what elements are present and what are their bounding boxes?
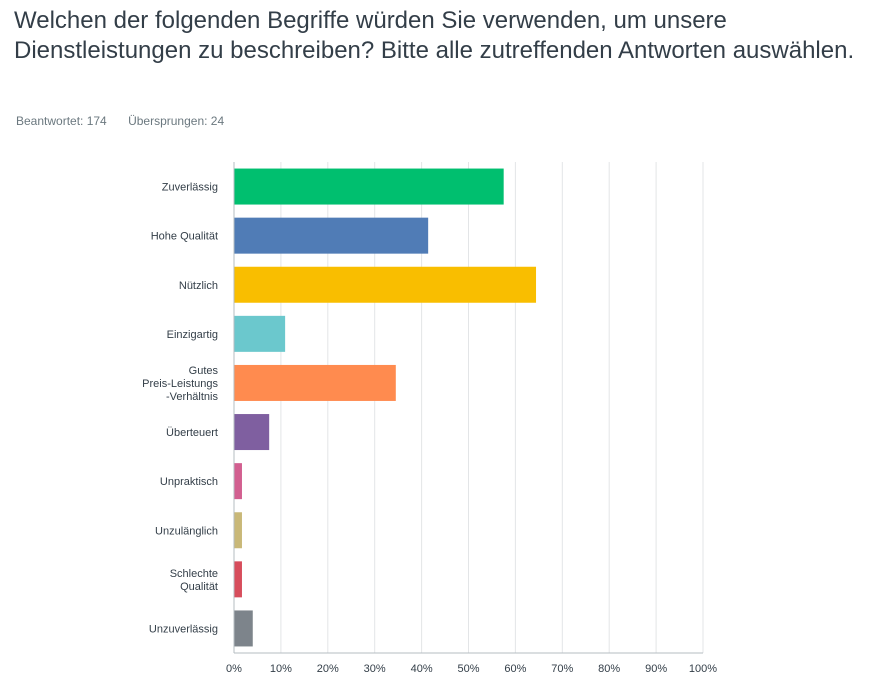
x-tick-label-10: 10% bbox=[270, 663, 292, 675]
bar-4 bbox=[234, 364, 396, 401]
x-tick-label-80: 80% bbox=[598, 663, 620, 675]
category-label-line: Nützlich bbox=[179, 280, 218, 292]
x-tick-label-90: 90% bbox=[645, 663, 667, 675]
x-tick-label-20: 20% bbox=[317, 663, 339, 675]
category-label-4: Gutes Preis-Leistungs -Verhältnis bbox=[142, 365, 218, 403]
category-label-line: Einzigartig bbox=[167, 329, 218, 341]
x-tick-label-70: 70% bbox=[551, 663, 573, 675]
category-label-9: Unzuverlässig bbox=[149, 623, 218, 635]
category-label-1: Hohe Qualität bbox=[151, 231, 218, 243]
category-label-line: Unpraktisch bbox=[160, 476, 218, 488]
skipped-count: Übersprungen: 24 bbox=[128, 114, 225, 128]
category-label-line: Unzuverlässig bbox=[149, 623, 218, 635]
answered-count: Beantwortet: 174 bbox=[16, 114, 107, 128]
bar-7 bbox=[234, 512, 242, 549]
x-tick-label-40: 40% bbox=[411, 663, 433, 675]
bar-1 bbox=[234, 217, 429, 254]
category-label-0: Zuverlässig bbox=[162, 182, 218, 194]
question-title: Welchen der folgenden Begriffe würden Si… bbox=[14, 7, 855, 64]
category-label-line: Hohe Qualität bbox=[151, 231, 218, 243]
category-label-line: Gutes bbox=[189, 365, 219, 377]
x-tick-label-0: 0% bbox=[226, 663, 242, 675]
category-label-8: Schlechte Qualität bbox=[170, 568, 218, 593]
x-tick-label-30: 30% bbox=[364, 663, 386, 675]
bar-6 bbox=[234, 463, 242, 500]
category-label-line: Unzulänglich bbox=[155, 525, 218, 537]
category-label-3: Einzigartig bbox=[167, 329, 218, 341]
category-label-line: -Verhältnis bbox=[166, 391, 218, 403]
bar-9 bbox=[234, 610, 253, 647]
x-tick-label-50: 50% bbox=[457, 663, 479, 675]
bar-3 bbox=[234, 315, 286, 352]
category-label-line: Schlechte bbox=[170, 568, 218, 580]
x-tick-label-100: 100% bbox=[689, 663, 717, 675]
category-label-7: Unzulänglich bbox=[155, 525, 218, 537]
category-label-line: Überteuert bbox=[166, 427, 218, 439]
category-label-line: Zuverlässig bbox=[162, 182, 218, 194]
x-tick-label-60: 60% bbox=[504, 663, 526, 675]
bar-8 bbox=[234, 561, 242, 598]
bar-5 bbox=[234, 414, 270, 451]
category-label-5: Überteuert bbox=[166, 427, 218, 439]
response-stats: Beantwortet: 174 Übersprungen: 24 bbox=[16, 114, 242, 128]
category-label-line: Qualität bbox=[180, 581, 218, 593]
category-label-line: Preis-Leistungs bbox=[142, 378, 218, 390]
bar-2 bbox=[234, 266, 537, 303]
category-label-2: Nützlich bbox=[179, 280, 218, 292]
category-label-6: Unpraktisch bbox=[160, 476, 218, 488]
bar-0 bbox=[234, 168, 504, 205]
